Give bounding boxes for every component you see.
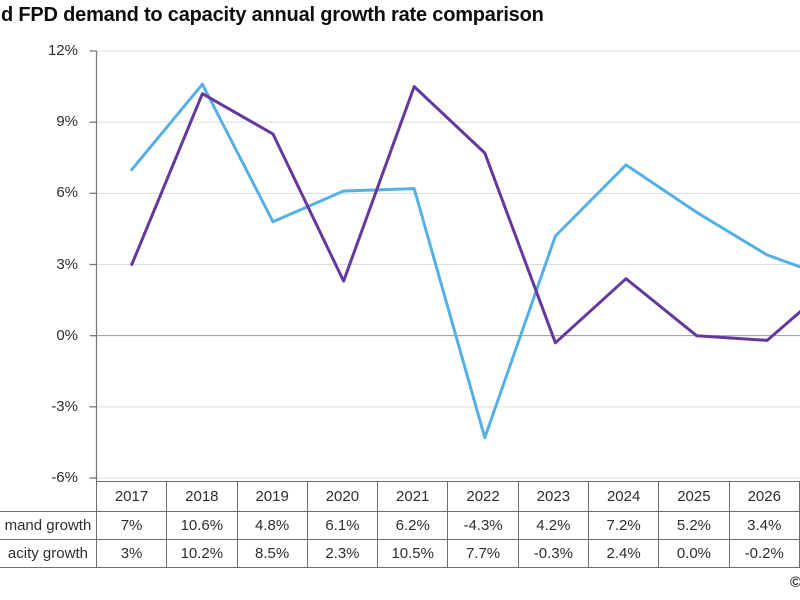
capacity-growth-line <box>130 85 800 345</box>
value-cell: 3% <box>95 539 168 568</box>
y-axis-tick-label: -3% <box>51 397 78 415</box>
year-header-cell: 2024 <box>588 481 660 512</box>
demand-growth-row: mand growth 7% 10.6% 4.8% 6.1% 6.2% -4.3% 4.2% 7… <box>0 511 800 540</box>
value-cell: 4.2% <box>517 511 590 540</box>
value-cell: 4.8% <box>236 511 308 540</box>
year-header-cell: 2022 <box>447 481 519 512</box>
y-axis-tick-label: 9% <box>56 113 78 131</box>
value-cell: 2.4% <box>588 539 660 568</box>
year-header-cell: 2023 <box>517 481 590 512</box>
year-header-cell: 2025 <box>658 481 730 512</box>
value-cell: 8.5% <box>236 539 308 568</box>
chart-data-table: 2017 2018 2019 2020 2021 2022 2023 2024 2025 2026… <box>0 481 800 568</box>
y-axis-tick-label: 3% <box>56 255 78 273</box>
year-header-cell: 2026 <box>728 481 800 512</box>
value-cell: 7.7% <box>447 539 519 568</box>
value-cell: 6.1% <box>306 511 379 540</box>
year-header-cell: 2019 <box>236 481 308 512</box>
value-cell: 3.4% <box>728 511 800 540</box>
capacity-growth-row: acity growth 3% 10.2% 8.5% 2.3% 10.5% 7.7% -0.3… <box>0 539 800 568</box>
table-year-row: 2017 2018 2019 2020 2021 2022 2023 2024 2025 2026 <box>0 481 800 512</box>
value-cell: 10.5% <box>377 539 449 568</box>
value-cell: 2.3% <box>306 539 379 568</box>
value-cell: 10.2% <box>166 539 238 568</box>
table-corner-cell <box>0 481 97 512</box>
y-axis-tick-label: 12% <box>47 42 78 59</box>
value-cell: 7% <box>95 511 168 540</box>
copyright-mark: © <box>790 574 800 591</box>
year-header-cell: 2021 <box>377 481 449 512</box>
value-cell: 5.2% <box>658 511 730 540</box>
value-cell: 7.2% <box>588 511 660 540</box>
value-cell: -0.3% <box>517 539 590 568</box>
value-cell: 0.0% <box>658 539 730 568</box>
value-cell: 10.6% <box>166 511 238 540</box>
year-header-cell: 2020 <box>306 481 379 512</box>
chart-title: d FPD demand to capacity annual growth r… <box>1 4 544 26</box>
y-axis-tick-label: 0% <box>56 326 78 344</box>
chart-data-table-container: 2017 2018 2019 2020 2021 2022 2023 2024 2025 2026… <box>0 481 800 568</box>
y-axis-tick-label: 6% <box>56 184 78 202</box>
series-row-label: acity growth <box>0 539 97 568</box>
value-cell: 6.2% <box>377 511 449 540</box>
year-header-cell: 2018 <box>166 481 238 512</box>
value-cell: -0.2% <box>728 539 800 568</box>
year-header-cell: 2017 <box>95 481 168 512</box>
value-cell: -4.3% <box>447 511 519 540</box>
series-row-label: mand growth <box>0 511 97 540</box>
demand-growth-line <box>130 82 800 440</box>
